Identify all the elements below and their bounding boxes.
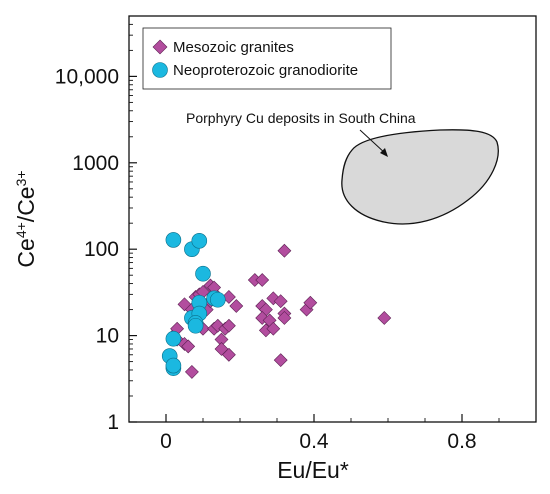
x-axis-ticks: 0 0.4 0.8	[160, 414, 500, 453]
data-points	[161, 232, 392, 379]
neoproterozoic-granodiorite-point	[165, 357, 182, 374]
y-tick-label: 10,000	[55, 65, 119, 88]
legend: Mesozoic granites Neoproterozoic granodi…	[142, 27, 392, 90]
neoproterozoic-granodiorite-point	[165, 330, 182, 347]
y-axis-title-mid: /Ce	[13, 186, 39, 222]
neoproterozoic-granodiorite-point	[187, 317, 204, 334]
y-axis-title-sup2: 3+	[13, 170, 29, 186]
y-axis-title-base: Ce	[13, 238, 39, 267]
mesozoic-granite-point	[377, 311, 392, 325]
legend-box	[142, 27, 392, 90]
x-tick-label: 0	[160, 430, 172, 453]
legend-label-mesozoic: Mesozoic granites	[173, 39, 294, 56]
y-axis-title-sup1: 4+	[13, 222, 29, 238]
neoproterozoic-granodiorite-point	[195, 265, 211, 282]
y-axis-title: Ce4+/Ce3+	[13, 170, 39, 267]
mesozoic-granite-point	[221, 290, 236, 304]
y-tick-label: 10	[96, 325, 119, 348]
x-tick-label: 0.4	[299, 430, 329, 453]
neoproterozoic-granodiorite-point	[165, 232, 182, 248]
mesozoic-granite-point	[221, 347, 236, 362]
mesozoic-granite-point	[273, 353, 288, 368]
mesozoic-granite-point	[266, 321, 281, 336]
mesozoic-granite-point	[184, 364, 199, 379]
y-tick-label: 1000	[72, 152, 119, 175]
mesozoic-granite-point	[221, 318, 236, 333]
mesozoic-granite-point	[273, 294, 288, 309]
porphyry-cu-region: Porphyry Cu deposits in South China	[186, 110, 499, 225]
y-tick-label: 1	[107, 411, 119, 434]
legend-circle-marker	[152, 62, 168, 78]
y-tick-label: 100	[84, 238, 119, 261]
y-axis-ticks: 1 10 100 1000 10,000	[55, 23, 137, 434]
annotation-text: Porphyry Cu deposits in South China	[186, 110, 416, 126]
mesozoic-granite-point	[255, 273, 270, 287]
x-axis-title: Eu/Eu*	[277, 457, 349, 483]
legend-label-neoproterozoic: Neoproterozoic granodiorite	[173, 62, 358, 79]
mesozoic-granite-point	[229, 299, 244, 313]
mesozoic-granite-point	[303, 295, 318, 310]
annotation-arrow-line	[359, 129, 387, 155]
legend-diamond-marker	[152, 39, 168, 55]
mesozoic-granite-point	[181, 339, 196, 354]
x-tick-label: 0.8	[447, 430, 476, 453]
annotation-arrow-head	[380, 148, 388, 157]
neoproterozoic-granodiorite-point	[191, 233, 208, 249]
mesozoic-granite-point	[277, 311, 292, 325]
neoproterozoic-granodiorite-point	[210, 291, 226, 308]
mesozoic-granite-point	[277, 243, 292, 258]
